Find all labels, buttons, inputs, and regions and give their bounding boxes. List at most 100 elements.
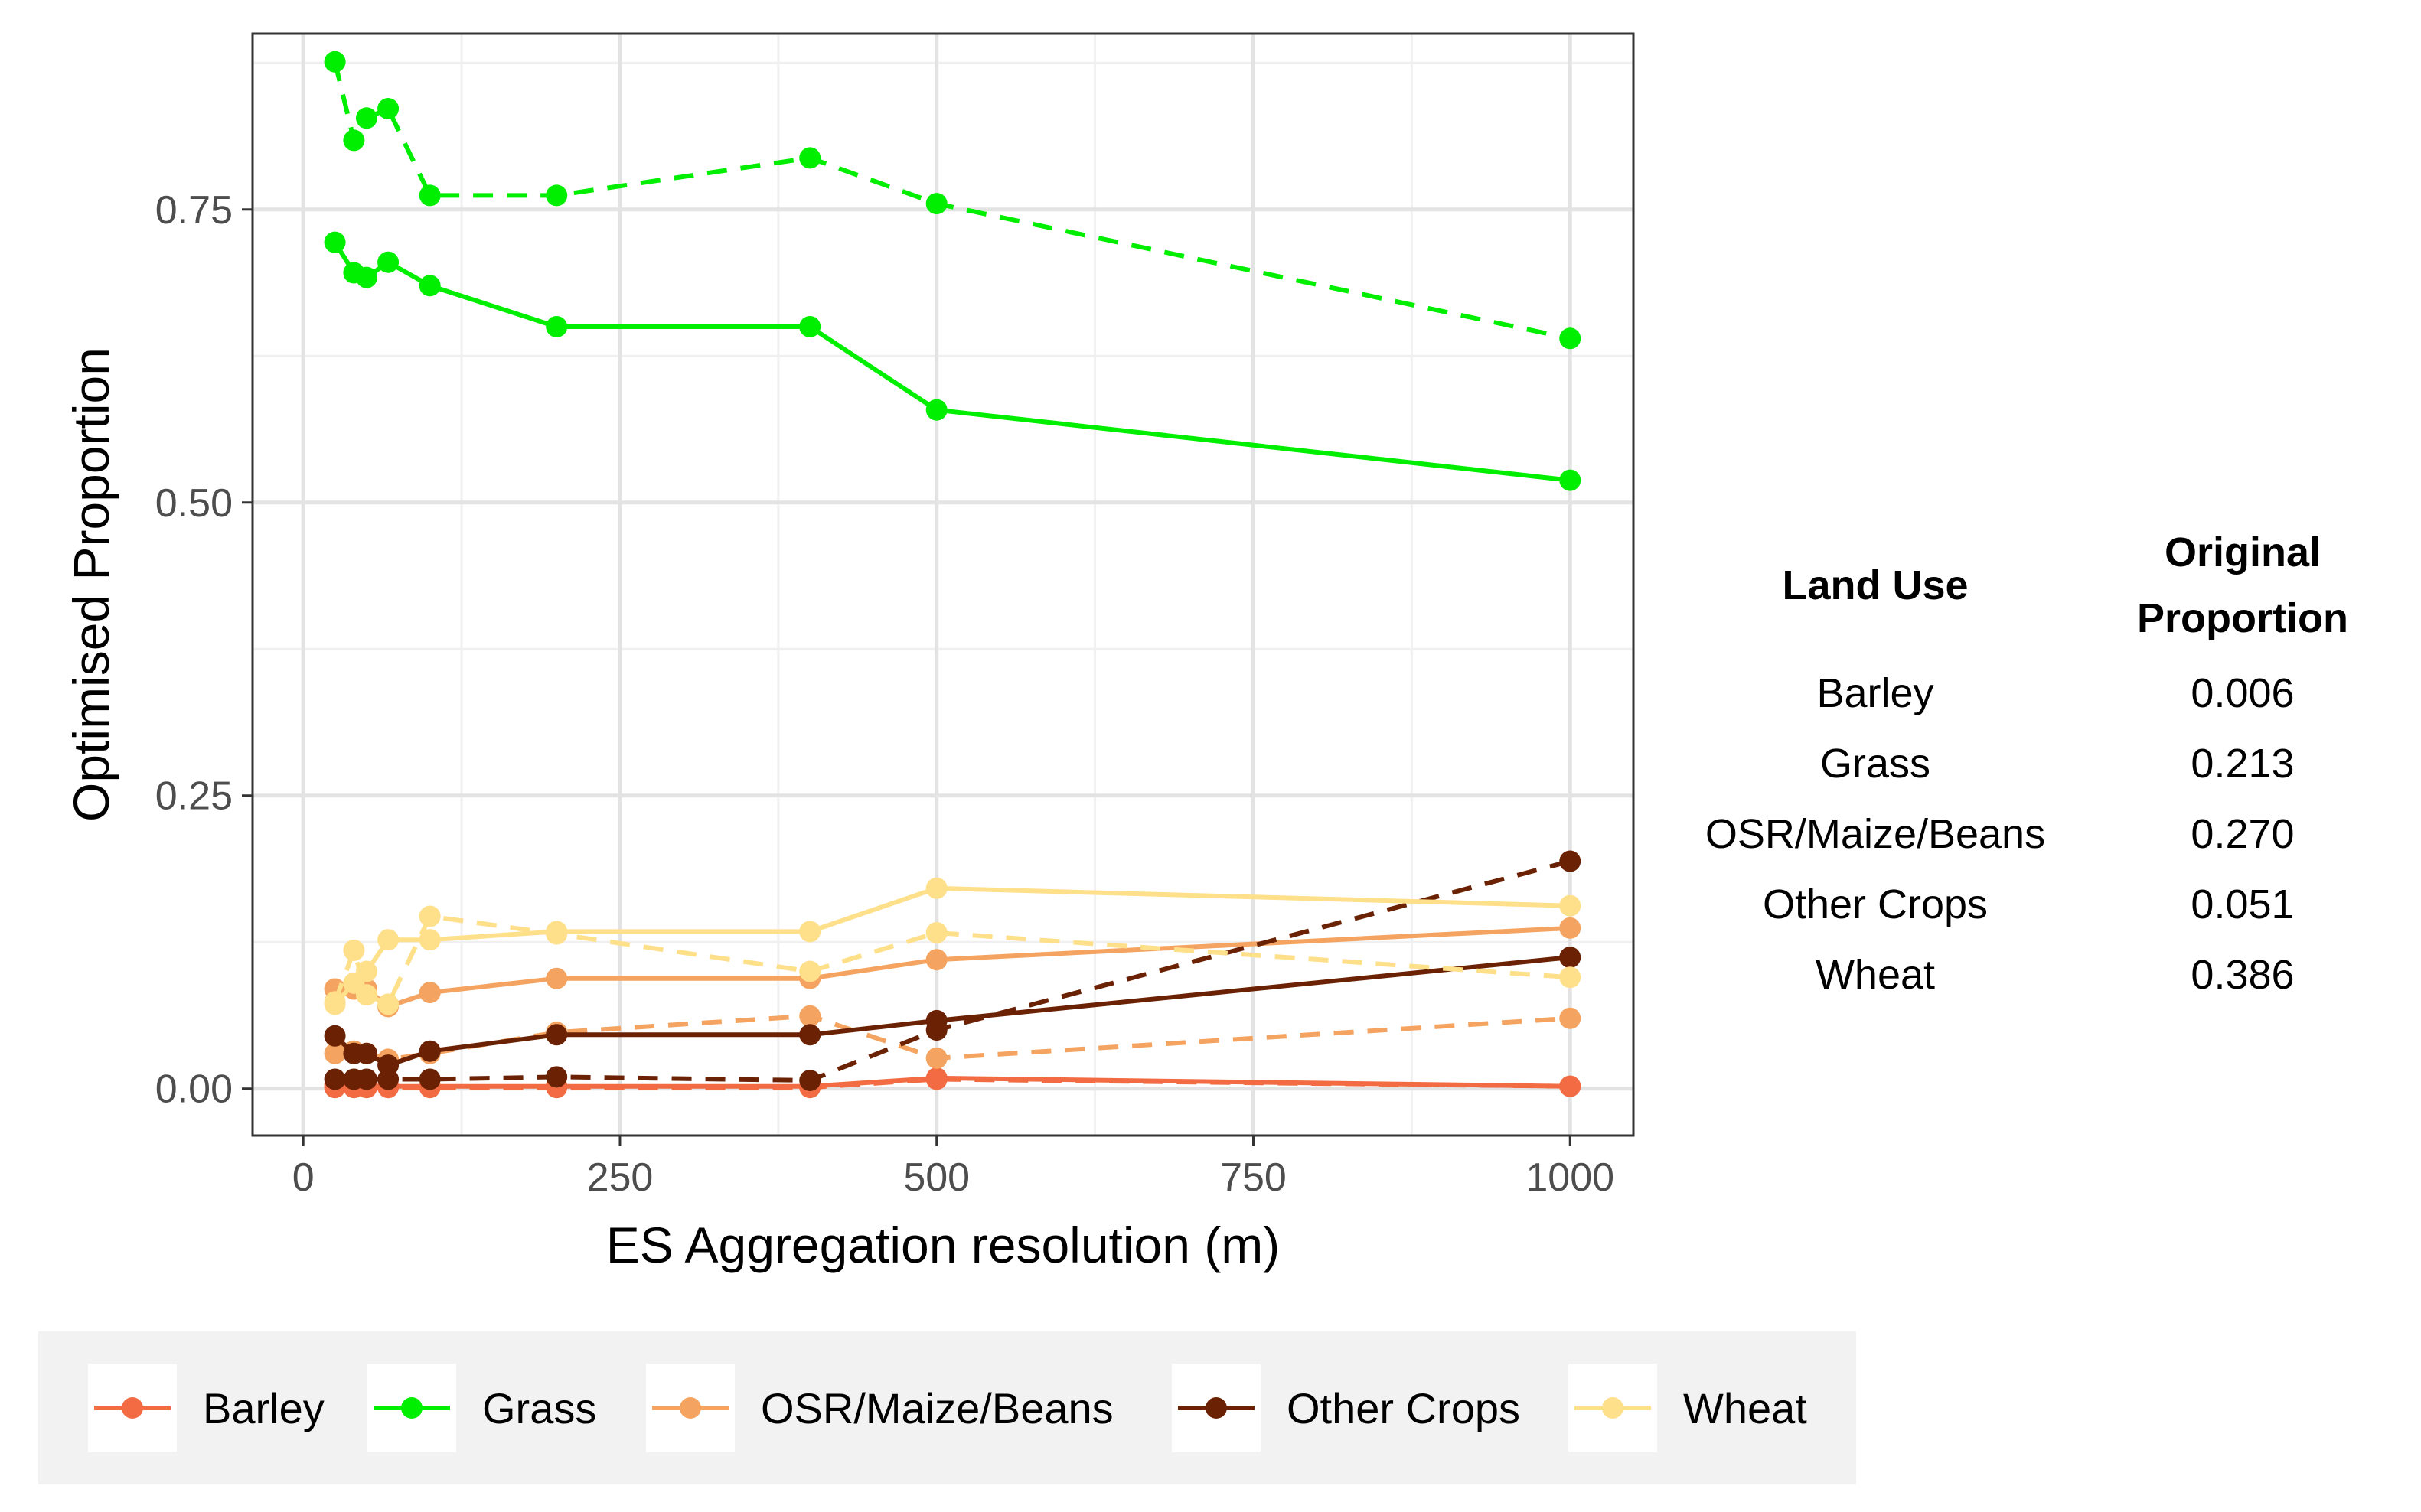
data-point-other-crops — [1559, 850, 1581, 872]
data-point-wheat — [419, 905, 441, 927]
table-row: Other Crops 0.051 — [1684, 869, 2419, 940]
data-point-grass — [355, 107, 377, 129]
legend-key-point — [1602, 1397, 1623, 1419]
legend-item-wheat: Wheat — [1568, 1364, 1807, 1452]
legend-key-osr-maize-beans — [646, 1364, 735, 1452]
data-point-other-crops — [925, 1019, 948, 1041]
legend-label-other-crops: Other Crops — [1287, 1383, 1520, 1432]
data-point-wheat — [925, 921, 948, 943]
legend-label-grass: Grass — [482, 1383, 597, 1432]
data-point-osr-maize-beans — [1559, 917, 1581, 939]
legend-key-wheat — [1568, 1364, 1657, 1452]
data-point-other-crops — [355, 1042, 377, 1064]
x-tick-label: 0 — [292, 1155, 315, 1200]
data-point-grass — [377, 98, 400, 120]
data-point-wheat — [925, 877, 948, 899]
table-row: Barley 0.006 — [1684, 658, 2419, 728]
data-point-wheat — [546, 923, 568, 945]
data-point-grass — [1559, 327, 1581, 350]
data-point-osr-maize-beans — [799, 1005, 821, 1027]
legend-key-grass — [367, 1364, 456, 1452]
data-point-grass — [377, 251, 400, 273]
land-use-cell: Other Crops — [1762, 881, 1989, 927]
land-use-header: Land Use — [1782, 562, 1969, 608]
legend-key-point — [122, 1397, 143, 1419]
data-point-other-crops — [799, 1024, 821, 1046]
data-point-osr-maize-beans — [419, 982, 441, 1004]
series-layer — [324, 51, 1581, 1099]
data-point-grass — [546, 315, 568, 337]
table-row: Grass 0.213 — [1684, 728, 2419, 799]
x-axis-title: ES Aggregation resolution (m) — [606, 1217, 1280, 1273]
legend: Barley Grass OSR/Maize/Beans Other Crops… — [38, 1331, 1856, 1484]
data-point-other-crops — [1559, 947, 1581, 969]
proportion-cell: 0.213 — [2191, 741, 2295, 787]
data-point-wheat — [343, 939, 365, 961]
legend-key-point — [401, 1397, 423, 1419]
x-tick-label: 1000 — [1525, 1155, 1614, 1200]
data-point-grass — [546, 184, 568, 207]
legend-key-barley — [88, 1364, 177, 1452]
data-point-other-crops — [324, 1068, 346, 1090]
data-point-other-crops — [419, 1040, 441, 1062]
proportion-cell: 0.051 — [2191, 881, 2295, 927]
legend-key-point — [680, 1397, 701, 1419]
data-point-other-crops — [324, 1025, 346, 1047]
panel-border — [251, 32, 1635, 1137]
data-point-wheat — [799, 960, 821, 982]
data-point-wheat — [377, 993, 400, 1015]
data-point-wheat — [324, 991, 346, 1013]
data-point-barley — [925, 1068, 948, 1090]
legend-label-barley: Barley — [203, 1383, 325, 1432]
data-point-other-crops — [546, 1066, 568, 1088]
land-use-cell: OSR/Maize/Beans — [1705, 811, 2046, 857]
y-tick-label: 0.75 — [155, 188, 233, 233]
data-point-osr-maize-beans — [925, 1047, 948, 1069]
data-point-grass — [324, 51, 346, 73]
original-proportion-header-line2: Proportion — [2137, 595, 2348, 641]
data-point-wheat — [1559, 894, 1581, 917]
land-use-cell: Grass — [1819, 741, 1931, 787]
y-tick-label: 0.50 — [155, 481, 233, 526]
data-point-barley — [1559, 1075, 1581, 1097]
table-row: OSR/Maize/Beans 0.270 — [1684, 799, 2419, 869]
data-point-grass — [799, 147, 821, 169]
data-point-wheat — [1559, 966, 1581, 989]
land-use-cell: Wheat — [1815, 952, 1936, 998]
land-use-cell: Barley — [1816, 670, 1934, 716]
x-tick-label: 750 — [1220, 1155, 1287, 1200]
x-tick-label: 500 — [903, 1155, 970, 1200]
data-point-other-crops — [377, 1068, 400, 1090]
proportion-cell: 0.386 — [2191, 952, 2295, 998]
line-chart: 0 250 500 750 1000 0.00 0.25 0.50 0.75 ES Aggreg… — [63, 32, 1635, 1273]
legend-item-other-crops: Other Crops — [1172, 1364, 1520, 1452]
axis-layer: 0 250 500 750 1000 0.00 0.25 0.50 0.75 — [155, 188, 1614, 1200]
legend-item-barley: Barley — [88, 1364, 325, 1452]
data-point-other-crops — [419, 1068, 441, 1090]
legend-key-other-crops — [1172, 1364, 1261, 1452]
data-point-grass — [324, 231, 346, 253]
data-point-grass — [1559, 469, 1581, 491]
data-point-grass — [925, 399, 948, 421]
x-tick-label: 250 — [587, 1155, 654, 1200]
data-point-osr-maize-beans — [324, 1042, 346, 1064]
data-point-grass — [419, 275, 441, 297]
data-point-wheat — [419, 929, 441, 951]
y-tick-label: 0.00 — [155, 1067, 233, 1112]
legend-item-osr-maize-beans: OSR/Maize/Beans — [646, 1364, 1114, 1452]
proportion-cell: 0.270 — [2191, 811, 2295, 857]
legend-label-osr-maize-beans: OSR/Maize/Beans — [761, 1383, 1114, 1432]
data-point-osr-maize-beans — [1559, 1007, 1581, 1029]
data-point-grass — [419, 184, 441, 207]
data-point-wheat — [799, 921, 821, 943]
proportion-cell: 0.006 — [2191, 670, 2295, 716]
original-proportion-header-line1: Original — [2164, 530, 2321, 575]
table-header-row: Land Use Original Proportion — [1684, 513, 2419, 658]
data-point-osr-maize-beans — [925, 949, 948, 971]
data-point-osr-maize-beans — [546, 967, 568, 989]
legend-key-point — [1206, 1397, 1227, 1419]
data-point-grass — [343, 129, 365, 152]
data-point-grass — [355, 266, 377, 288]
original-proportion-table: Land Use Original Proportion Barley 0.00… — [1684, 513, 2419, 1010]
y-axis-title: Optimised Proportion — [63, 347, 119, 822]
